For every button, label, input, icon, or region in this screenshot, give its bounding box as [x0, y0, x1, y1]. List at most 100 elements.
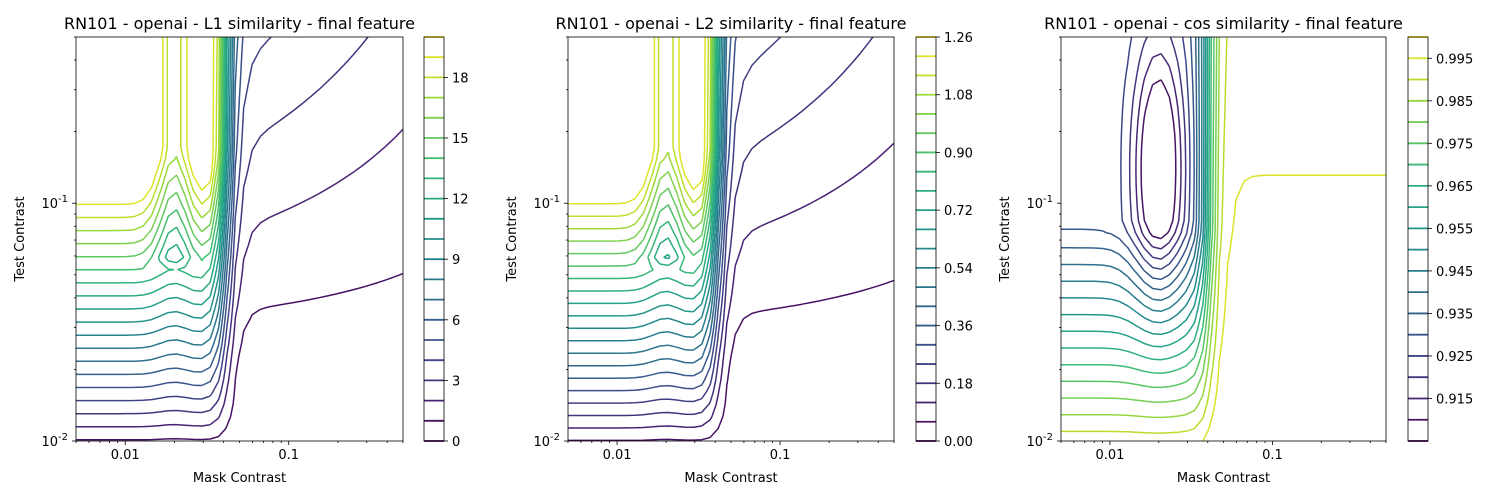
- y-tick-label: 10-2: [1026, 432, 1053, 450]
- colorbar-tick-label: 18: [452, 71, 469, 86]
- contour-level-12: [1061, 37, 1211, 361]
- colorbar-tick-label: 1.08: [944, 89, 973, 104]
- contour-level-13: [568, 37, 718, 292]
- contour-level-10: [1061, 37, 1207, 336]
- colorbar: 0.00 0.18 0.36 0.54 0.72 0.90 1.08 1.26: [915, 31, 973, 450]
- contour-level-5: [1061, 37, 1195, 281]
- contour-level-1: [1140, 79, 1177, 240]
- chart-title: RN101 - openai - L1 similarity - final f…: [64, 14, 415, 33]
- contour-level-16: [1061, 37, 1221, 419]
- chart-panel-1: RN101 - openai - L1 similarity - final f…: [13, 14, 469, 486]
- contour-level-2: [568, 142, 894, 429]
- contour-level-18: [76, 37, 218, 219]
- colorbar-tick-label: 0.36: [944, 320, 973, 335]
- colorbar: 0.915 0.925 0.935 0.945 0.955 0.965 0.975 0.985…: [1407, 36, 1473, 442]
- colorbar-tick-label: 0.935: [1436, 307, 1473, 322]
- contour-level-16: [568, 37, 714, 255]
- contour-level-14: [76, 37, 224, 271]
- contour-lines: [1061, 37, 1386, 441]
- contour-level-7: [76, 37, 236, 363]
- contour-level-10: [568, 37, 723, 330]
- contour-level-16: [76, 37, 222, 245]
- y-axis-label: Test Contrast: [505, 196, 520, 282]
- contour-level-18: [1202, 174, 1386, 441]
- contour-level-9: [76, 37, 232, 336]
- colorbar-tick-label: 15: [452, 132, 469, 147]
- contour-level-18: [568, 37, 712, 230]
- contour-level-10: [76, 37, 230, 323]
- colorbar-tick-label: 1.26: [944, 31, 973, 46]
- contour-lines: [568, 37, 894, 441]
- colorbar-tick-label: 0.00: [944, 435, 973, 450]
- colorbar-tick-label: 0.975: [1436, 137, 1473, 152]
- contour-level-8: [1061, 37, 1203, 313]
- contour-level-11: [568, 37, 721, 317]
- y-axis-label: Test Contrast: [13, 196, 28, 282]
- contour-level-17: [1061, 37, 1228, 434]
- contour-level-1: [568, 279, 894, 441]
- colorbar-tick-label: 0.915: [1436, 392, 1473, 407]
- contour-level-1: [76, 272, 403, 441]
- colorbar-tick-label: 3: [452, 374, 460, 389]
- colorbar-tick-label: 0.965: [1436, 180, 1473, 195]
- colorbar-frame: [1407, 36, 1429, 442]
- colorbar: 0 3 6 9 12 15 18: [423, 36, 469, 450]
- colorbar-frame: [423, 36, 445, 442]
- colorbar-tick-label: 0.54: [944, 262, 973, 277]
- x-axis-label: Mask Contrast: [684, 471, 777, 486]
- contour-level-7: [1061, 37, 1201, 302]
- chart-title: RN101 - openai - L2 similarity - final f…: [556, 14, 907, 33]
- contour-level-8: [76, 37, 234, 350]
- x-tick-label: 0.01: [603, 448, 632, 463]
- y-tick-label: 10-1: [533, 194, 560, 212]
- colorbar-tick-label: 6: [452, 314, 460, 329]
- plot-frame: [1060, 36, 1387, 442]
- contour-level-7: [568, 37, 728, 367]
- contour-level-9: [1061, 37, 1205, 324]
- contour-level-14: [1061, 37, 1215, 389]
- contour-level-6: [1061, 37, 1198, 291]
- contour-level-4: [568, 37, 782, 404]
- y-axis-label: Test Contrast: [998, 196, 1013, 282]
- colorbar-tick-label: 0.995: [1436, 52, 1473, 67]
- y-tick-label: 10-2: [41, 432, 68, 450]
- contour-level-17: [76, 37, 221, 232]
- colorbar-tick-label: 0.925: [1436, 350, 1473, 365]
- x-tick-label: 0.01: [1095, 448, 1124, 463]
- contour-lines: [76, 37, 403, 441]
- contour-level-12: [568, 37, 719, 305]
- x-axis-label: Mask Contrast: [193, 471, 286, 486]
- contour-level-19: [568, 37, 710, 217]
- colorbar-tick-label: 0.18: [944, 377, 973, 392]
- y-tick-label: 10-2: [533, 432, 560, 450]
- contour-level-12: [76, 37, 227, 297]
- contour-level-3: [1128, 37, 1187, 260]
- contour-level-5: [568, 37, 737, 392]
- x-tick-label: 0.01: [111, 448, 140, 463]
- chart-panel-2: RN101 - openai - L2 similarity - final f…: [505, 14, 973, 486]
- colorbar-tick-label: 0.955: [1436, 222, 1473, 237]
- y-tick-label: 10-1: [41, 194, 68, 212]
- contour-level-11: [76, 37, 228, 310]
- contour-level-6: [568, 37, 732, 379]
- y-tick-label: 10-1: [1026, 194, 1053, 212]
- contour-level-15: [568, 37, 716, 267]
- chart-title: RN101 - openai - cos similarity - final …: [1044, 14, 1403, 33]
- contour-level-5: [76, 37, 244, 389]
- colorbar-tick-label: 0.945: [1436, 265, 1473, 280]
- colorbar-tick-label: 0.90: [944, 146, 973, 161]
- contour-level-11: [1061, 37, 1209, 348]
- chart-panel-3: RN101 - openai - cos similarity - final …: [998, 14, 1473, 486]
- contour-level-2: [1135, 53, 1182, 250]
- contour-level-17: [568, 37, 713, 242]
- colorbar-tick-label: 12: [452, 193, 469, 208]
- contour-level-15: [76, 37, 223, 258]
- contour-level-4: [1120, 37, 1191, 270]
- contour-level-14: [568, 37, 717, 280]
- x-axis-label: Mask Contrast: [1177, 471, 1270, 486]
- x-tick-label: 0.1: [1262, 448, 1283, 463]
- contour-level-4: [76, 37, 272, 402]
- contour-level-6: [76, 37, 239, 376]
- colorbar-tick-label: 0.72: [944, 204, 973, 219]
